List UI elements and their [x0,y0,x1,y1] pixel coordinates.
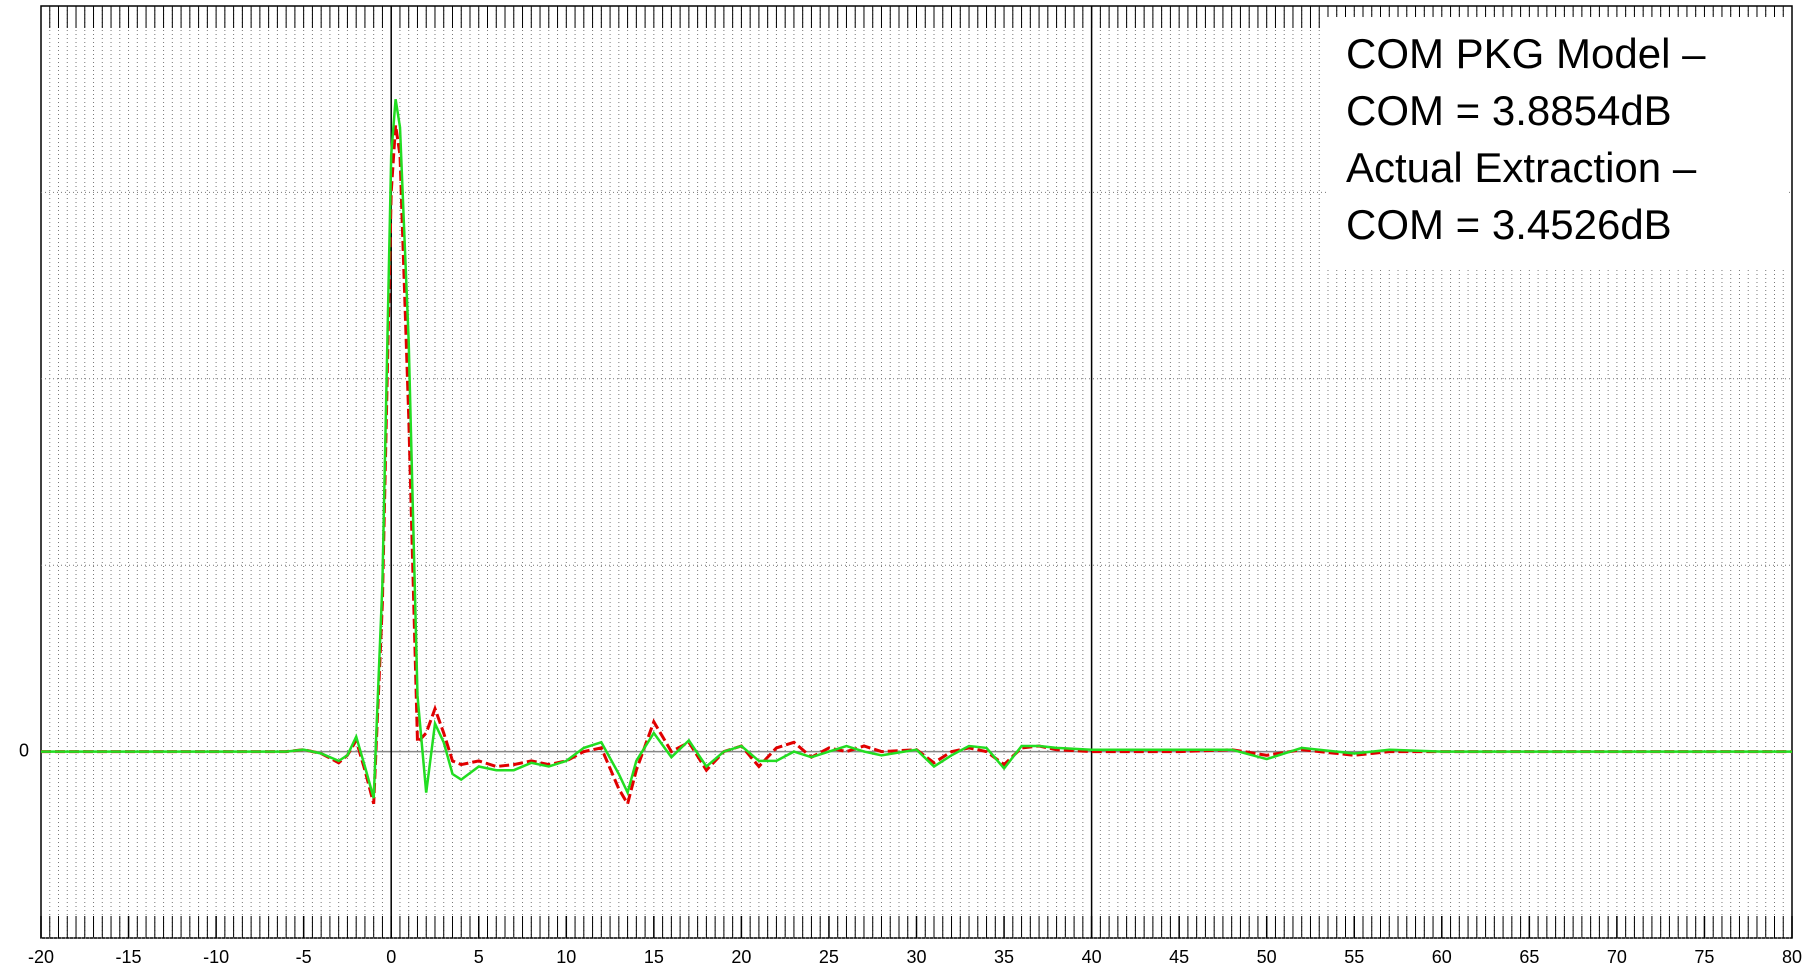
x-tick-label: 45 [1169,947,1189,967]
x-tick-label: 15 [644,947,664,967]
x-tick-label: -20 [28,947,54,967]
legend-box [1326,17,1789,268]
x-tick-label: 30 [906,947,926,967]
x-tick-label: 70 [1607,947,1627,967]
x-tick-label: 65 [1519,947,1539,967]
x-tick-label: 55 [1344,947,1364,967]
x-tick-label: 25 [819,947,839,967]
x-tick-label: 75 [1694,947,1714,967]
legend-entry: COM PKG Model – [1346,30,1706,77]
x-tick-label: 0 [386,947,396,967]
legend-entry: Actual Extraction – [1346,144,1697,191]
x-tick-label: -10 [203,947,229,967]
x-tick-label: 50 [1257,947,1277,967]
legend-label: COM = 3.4526dB [1346,201,1672,248]
x-tick-label: 60 [1432,947,1452,967]
x-tick-label: -15 [116,947,142,967]
y-tick-label: 0 [19,740,29,760]
x-tick-label: 5 [474,947,484,967]
x-tick-label: 40 [1082,947,1102,967]
series-line [41,99,1792,799]
legend-label: COM = 3.8854dB [1346,87,1672,134]
x-tick-label: 10 [556,947,576,967]
x-tick-label: -5 [296,947,312,967]
x-tick-label: 35 [994,947,1014,967]
x-tick-label: 20 [731,947,751,967]
x-tick-label: 80 [1782,947,1802,967]
